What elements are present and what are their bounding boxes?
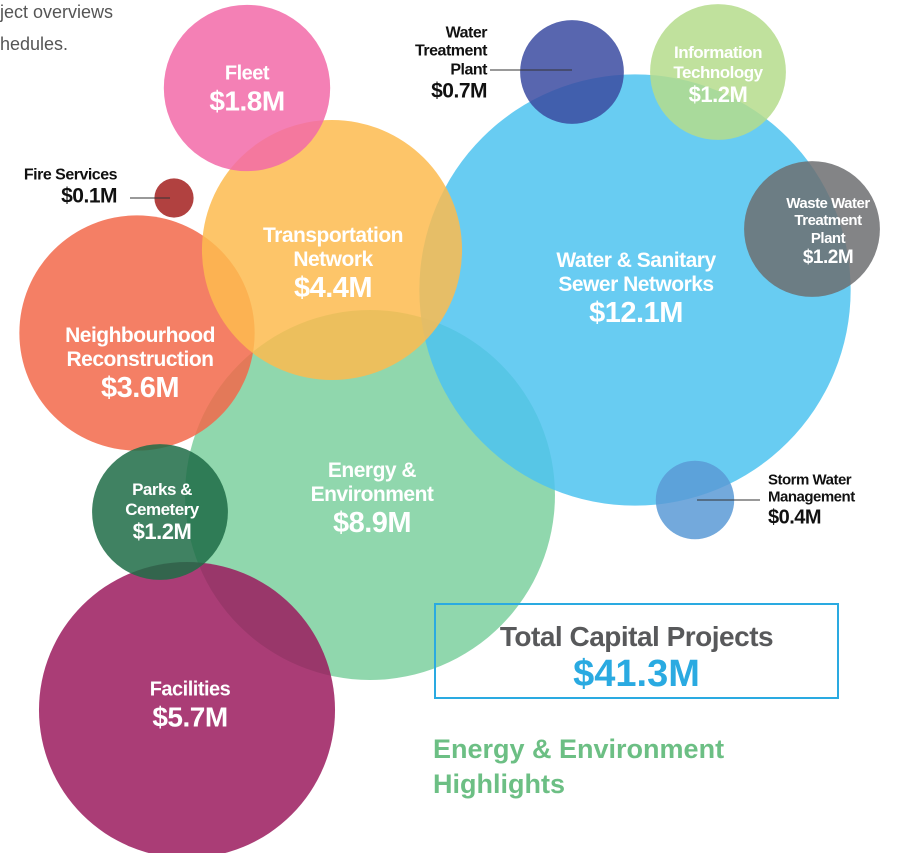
category-label: Fire Services: [23, 166, 118, 184]
bubble-label: Waste Water Treatment Plant $1.2M: [778, 195, 878, 269]
bubble: [92, 444, 228, 580]
category-label: Water & Sanitary Sewer Networks: [556, 249, 716, 297]
value-label: $12.1M: [589, 297, 683, 330]
bubble: [419, 74, 851, 506]
bubble-label: Fire Services $0.1M: [0, 166, 118, 210]
bubble: [154, 178, 194, 218]
category-label: Information Technology: [673, 42, 763, 82]
category-label: Facilities: [149, 678, 231, 701]
bubble-label: Water & Sanitary Sewer Networks $12.1M: [526, 249, 746, 331]
category-label: Fleet: [224, 62, 270, 85]
category-label: Water Treatment Plant: [415, 24, 487, 79]
bubble: [163, 4, 331, 172]
intro-line: hedules.: [0, 34, 69, 54]
bubble-label: Information Technology $1.2M: [653, 43, 783, 107]
category-label: Transportation Network: [262, 224, 404, 272]
bubble: [19, 215, 255, 451]
bubble-label: Facilities $5.7M: [115, 678, 265, 733]
bubble: [655, 460, 735, 540]
value-label: $1.2M: [688, 81, 748, 107]
value-label: $1.8M: [209, 85, 285, 117]
value-label: $0.4M: [768, 505, 822, 528]
value-label: $1.2M: [132, 518, 192, 544]
bubble-label: Storm Water Management $0.4M: [768, 471, 898, 529]
highlights-title: Energy & Environment Highlights: [433, 734, 725, 800]
value-label: $8.9M: [332, 507, 412, 540]
bubble: [201, 119, 463, 381]
value-label: $0.1M: [61, 185, 117, 209]
category-label: Energy & Environment: [310, 459, 434, 507]
value-label: $4.4M: [293, 272, 373, 305]
value-label: $1.2M: [802, 246, 854, 268]
value-label: $5.7M: [152, 701, 228, 733]
value-label: $3.6M: [100, 372, 180, 405]
bubble: [39, 562, 335, 853]
bubble-label: Transportation Network $4.4M: [248, 224, 418, 306]
bubble-label: Parks & Cemetery $1.2M: [112, 480, 212, 544]
category-label: Waste Water Treatment Plant: [786, 195, 870, 247]
category-label: Storm Water Management: [768, 471, 855, 506]
intro-line: ject overviews: [0, 2, 114, 22]
category-label: Parks & Cemetery: [125, 479, 199, 519]
value-label: $0.7M: [431, 79, 487, 103]
bubble: [650, 4, 786, 140]
bubble-label: Energy & Environment $8.9M: [282, 459, 462, 541]
category-label: Neighbourhood Reconstruction: [65, 324, 215, 372]
bubble: [744, 161, 880, 297]
total-box: Total Capital Projects $41.3M: [434, 603, 839, 699]
bubble-label: Neighbourhood Reconstruction $3.6M: [40, 324, 240, 406]
total-label: Total Capital Projects: [499, 621, 774, 652]
bubble-label: Fleet $1.8M: [172, 62, 322, 117]
bubble-label: Water Treatment Plant $0.7M: [392, 24, 487, 103]
bubble: [520, 20, 624, 124]
total-value: $41.3M: [573, 653, 700, 695]
